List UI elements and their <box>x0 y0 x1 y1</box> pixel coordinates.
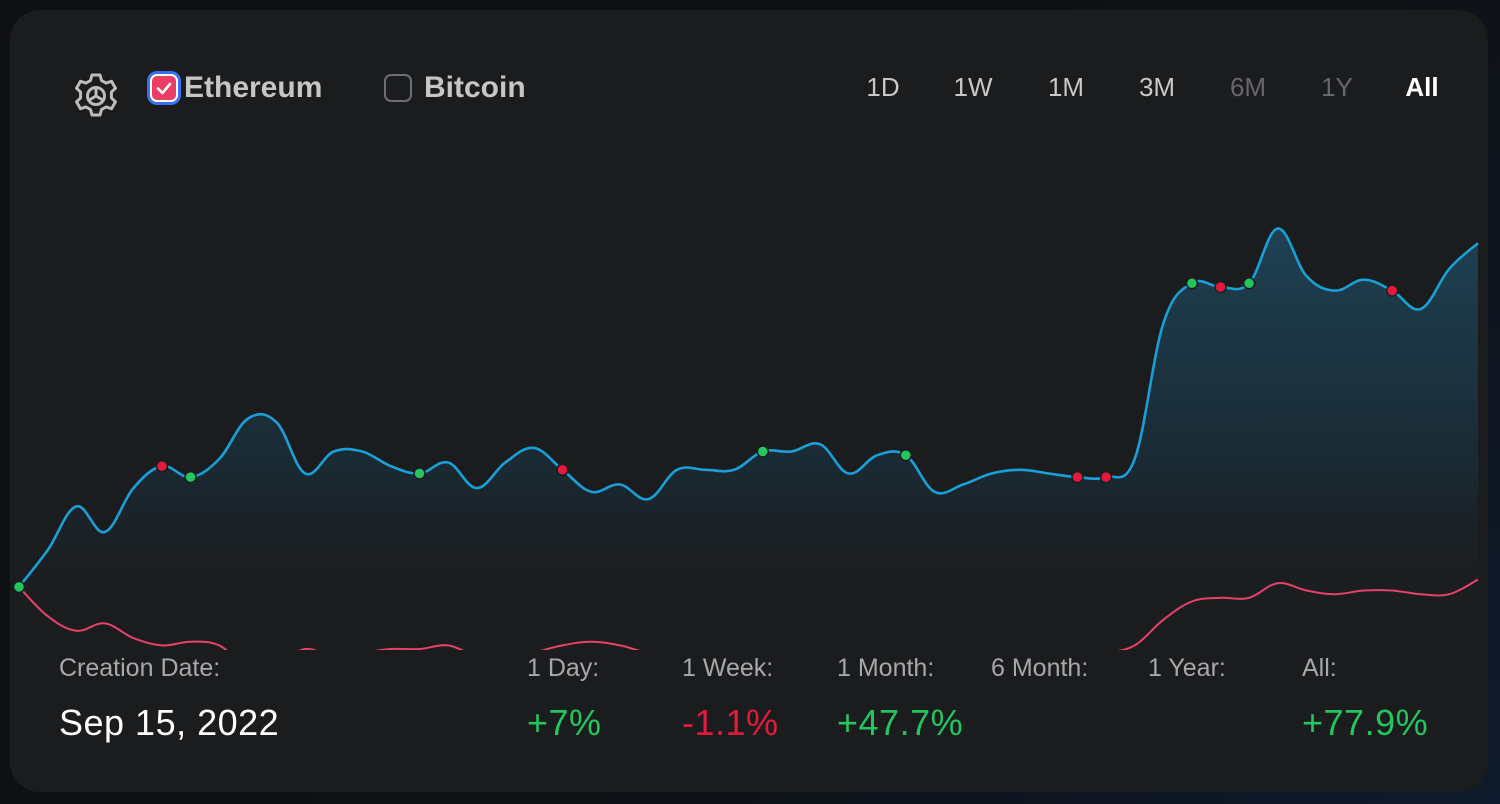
stat-1-week-label: 1 Week: <box>682 654 774 682</box>
marker-down-4[interactable] <box>556 463 569 477</box>
checkmark-icon <box>156 82 172 95</box>
creation-date-label: Creation Date: <box>59 654 221 682</box>
range-3m-button[interactable]: 3M <box>1138 72 1176 102</box>
gear-icon <box>75 73 117 117</box>
stat-1-day-label: 1 Day: <box>527 654 600 682</box>
range-1d-button[interactable]: 1D <box>866 72 900 102</box>
range-6m-button[interactable]: 6M <box>1229 72 1267 102</box>
marker-up-3[interactable] <box>413 467 426 480</box>
marker-down-12[interactable] <box>1385 284 1399 297</box>
marker-down-10[interactable] <box>1214 280 1227 294</box>
stat-all-value: +77.9% <box>1302 702 1429 743</box>
bitcoin-label: Bitcoin <box>424 71 526 104</box>
marker-up-9[interactable] <box>1185 277 1199 290</box>
ethereum-checkbox[interactable] <box>150 74 178 102</box>
marker-up-5[interactable] <box>756 445 770 458</box>
marker-up-6[interactable] <box>899 448 913 462</box>
stat-1-month-label: 1 Month: <box>837 654 935 682</box>
ethereum-label: Ethereum <box>184 71 323 104</box>
ethereum-toggle[interactable]: Ethereum <box>150 71 322 105</box>
marker-up-0[interactable] <box>12 580 26 594</box>
marker-down-1[interactable] <box>155 459 169 473</box>
marker-up-11[interactable] <box>1242 277 1256 290</box>
range-1y-button[interactable]: 1Y <box>1321 72 1353 102</box>
bitcoin-series-line <box>18 578 1479 650</box>
creation-date-value: Sep 15, 2022 <box>59 702 280 743</box>
chart-card: Ethereum Bitcoin 1D 1W 1M 3M 6M 1Y All C… <box>10 10 1488 792</box>
bitcoin-checkbox[interactable] <box>384 74 412 102</box>
range-1m-button[interactable]: 1M <box>1047 72 1085 102</box>
marker-down-7[interactable] <box>1071 470 1084 484</box>
range-1w-button[interactable]: 1W <box>953 72 993 102</box>
range-all-button[interactable]: All <box>1405 72 1439 102</box>
stat-all-label: All: <box>1302 654 1337 682</box>
stat-6-month-label: 6 Month: <box>991 654 1089 682</box>
stat-1-day-value: +7% <box>527 702 602 743</box>
price-chart <box>12 227 1479 650</box>
ethereum-area-fill <box>19 228 1478 650</box>
bitcoin-toggle[interactable]: Bitcoin <box>384 71 526 105</box>
stat-1-year-label: 1 Year: <box>1148 654 1226 682</box>
stat-1-month-value: +47.7% <box>837 702 964 743</box>
stat-1-week-value: -1.1% <box>682 702 779 743</box>
marker-up-2[interactable] <box>184 470 197 484</box>
settings-button[interactable] <box>72 72 120 120</box>
marker-down-8[interactable] <box>1099 470 1113 484</box>
